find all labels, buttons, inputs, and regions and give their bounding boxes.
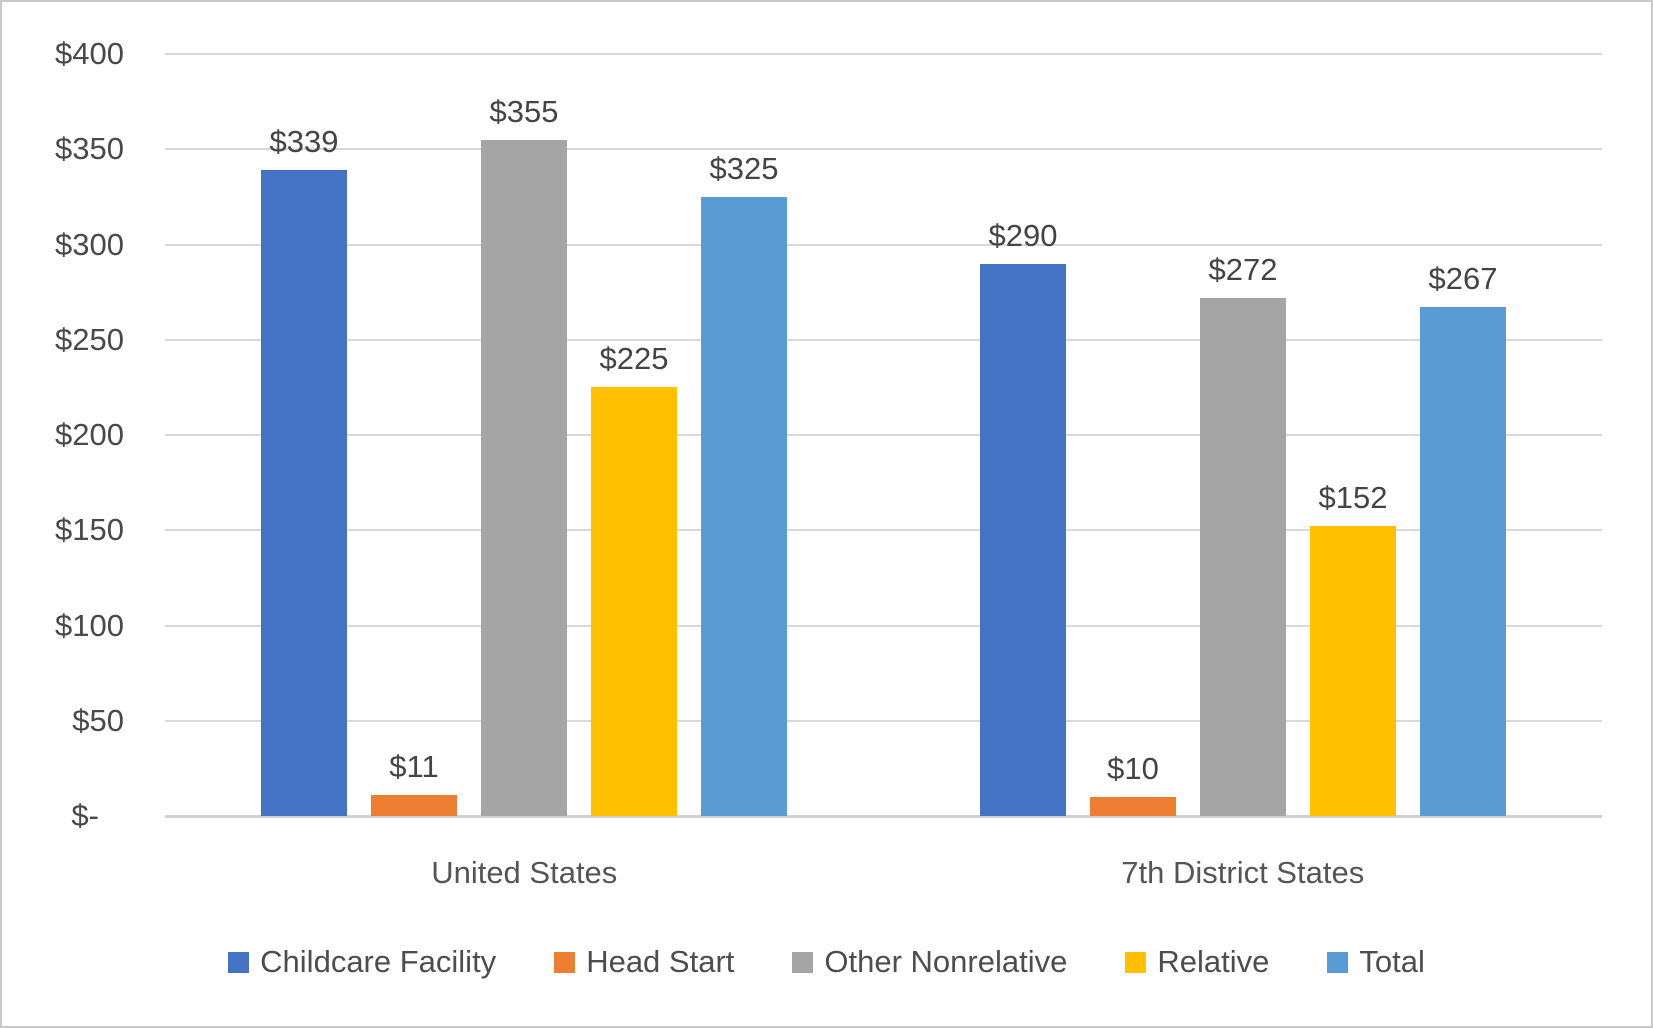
bar-value-label: $355 [489,94,559,129]
bar-value-label: $267 [1428,261,1498,296]
gridline [165,148,1602,150]
bar-value-label: $225 [599,341,669,376]
y-axis-tick-label: $200 [55,417,124,452]
y-axis-tick-label: $250 [55,322,124,357]
legend-item-childcare-facility: Childcare Facility [228,944,496,980]
bar-value-label: $11 [389,749,439,784]
legend-item-other-nonrelative: Other Nonrelative [792,944,1067,980]
gridline [165,720,1602,722]
gridline [165,244,1602,246]
gridline [165,529,1602,531]
gridline [165,53,1602,55]
legend-item-relative: Relative [1125,944,1269,980]
gridline [165,625,1602,627]
legend-label: Other Nonrelative [824,944,1068,979]
y-axis-tick-label: $400 [55,36,124,71]
bar-total [701,197,787,816]
bar-childcare-facility [261,170,347,816]
legend-swatch-icon [792,951,814,973]
category-label: 7th District States [1121,855,1365,890]
x-axis-line [165,815,1602,818]
legend-swatch-icon [228,951,250,973]
bar-head-start [1090,797,1176,816]
legend-label: Total [1359,944,1425,979]
legend: Childcare Facility Head Start Other Nonrel… [2,938,1651,986]
y-axis-tick-label: $300 [55,227,124,262]
legend-item-head-start: Head Start [554,944,734,980]
bar-value-label: $339 [269,124,339,159]
bar-relative [1310,526,1396,816]
y-axis-tick-label: $150 [55,512,124,547]
legend-swatch-icon [554,951,576,973]
legend-swatch-icon [1125,951,1147,973]
bar-head-start [371,795,457,816]
bar-other-nonrelative [481,140,567,816]
bar-value-label: $325 [709,151,779,186]
bar-value-label: $290 [988,218,1058,253]
bar-relative [591,387,677,816]
bar-total [1420,307,1506,816]
gridline [165,434,1602,436]
bar-value-label: $272 [1208,252,1278,287]
bar-value-label: $10 [1107,751,1159,786]
bar-childcare-facility [980,264,1066,816]
legend-label: Relative [1157,944,1270,979]
legend-swatch-icon [1327,951,1349,973]
y-axis-tick-label: $50 [72,703,124,738]
bar-other-nonrelative [1200,298,1286,816]
legend-label: Childcare Facility [260,944,497,979]
category-label: United States [431,855,618,890]
y-axis-tick-label: $350 [55,131,124,166]
y-axis-tick-label: $100 [55,608,124,643]
gridline [165,339,1602,341]
legend-item-total: Total [1327,944,1425,980]
y-axis-tick-label: $- [71,798,99,833]
bar-value-label: $152 [1318,480,1388,515]
legend-label: Head Start [586,944,735,979]
